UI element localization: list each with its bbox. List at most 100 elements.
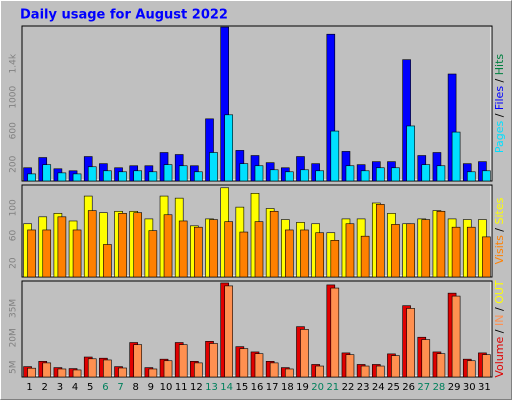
bar [178,220,188,278]
bar [375,167,385,182]
bar [133,170,143,182]
bar [178,344,188,378]
bar [27,229,36,278]
bar [57,172,67,182]
legend-separator: / [493,110,506,121]
x-tick-label: 18 [281,382,294,393]
bar [239,348,249,378]
bar [72,369,82,378]
legend-separator: / [493,75,506,86]
bar [360,235,370,278]
legend: Visits / Sites [493,197,506,264]
x-tick-label: 28 [433,382,446,393]
bar [163,360,173,378]
bar [285,368,294,378]
bar [42,229,52,278]
bar [436,353,446,378]
legend: Volume / IN / OUT [493,280,506,378]
x-tick-label: 8 [133,382,139,393]
bar [57,216,67,278]
bar [466,171,476,182]
bar [421,219,431,278]
y-tick-label: 1.4k [9,53,19,73]
bar [421,164,431,182]
bar [482,170,491,182]
bar [391,355,400,378]
x-tick-label: 1 [26,382,32,393]
x-tick-label: 27 [417,382,430,393]
bar [224,285,233,378]
y-tick-label: 600 [9,122,19,139]
bar [254,165,264,182]
bar [315,170,324,182]
bar [103,170,112,182]
bar [360,170,370,182]
x-tick-label: 31 [478,382,491,393]
bar [224,114,233,182]
x-tick-label: 19 [296,382,309,393]
bar [163,164,173,182]
bar [57,368,67,378]
legend-entry: Sites [493,197,506,224]
x-tick-label: 4 [72,382,78,393]
y-tick-label: 20M [9,328,19,347]
bar [194,171,203,182]
legend-entry: Visits [493,235,506,264]
bar [391,167,400,182]
x-tick-label: 24 [372,382,385,393]
x-tick-label: 26 [402,382,415,393]
bar [27,173,36,182]
bar [42,164,52,182]
bar [133,344,143,378]
bar [87,210,97,278]
bar [148,230,158,278]
legend-separator: / [493,224,506,235]
bar [72,229,82,278]
bar [285,171,294,182]
bar [300,329,309,378]
x-tick-label: 30 [463,382,476,393]
bar [406,223,415,278]
bar [451,131,461,182]
bar [103,359,112,378]
bar [345,223,355,278]
x-tick-label: 21 [326,382,339,393]
bar [133,212,143,278]
bar [178,165,188,182]
legend-separator: / [493,304,506,315]
bar [87,358,97,378]
legend-entry: Volume [493,336,506,377]
x-tick-label: 13 [205,382,218,393]
bar [254,353,264,378]
bar [118,171,127,182]
x-tick-label: 10 [160,382,173,393]
bar [406,308,415,378]
y-tick-label: 200 [9,155,19,172]
bar [87,166,97,182]
bar [330,287,340,378]
y-tick-label: 1000 [9,85,19,108]
bar [451,226,461,278]
bar [436,210,446,278]
y-tick-label: 100 [9,199,19,216]
legend: Pages / Files / Hits [493,54,506,154]
bar [194,226,203,278]
x-tick-label: 25 [387,382,400,393]
bar [209,219,218,278]
bar [254,221,264,278]
bar [224,221,233,278]
y-tick-label: 20 [9,257,19,269]
bar [72,173,82,182]
bar [466,226,476,278]
bar [315,232,324,278]
bar [27,367,36,378]
bar [300,229,309,278]
bar [391,224,400,278]
bar [285,229,294,278]
bar [300,169,309,182]
y-tick-label: 60 [9,229,19,241]
bar [482,354,491,378]
bar [148,171,158,182]
